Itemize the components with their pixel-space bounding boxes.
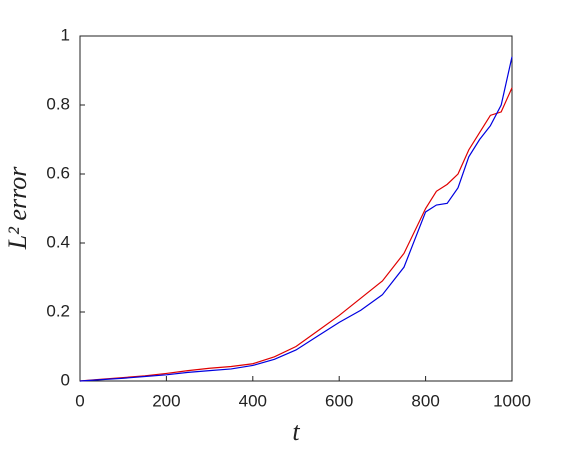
x-tick-label: 400 [239, 391, 267, 410]
x-tick-label: 200 [152, 391, 180, 410]
x-tick-label: 0 [75, 391, 84, 410]
line-series [79, 87, 513, 382]
plot-frame [79, 35, 513, 382]
x-tick-label: 800 [411, 391, 439, 410]
x-tick-label: 600 [325, 391, 353, 410]
y-tick-label: 0.8 [46, 94, 70, 113]
y-tick-label: 0 [61, 370, 70, 389]
y-tick-label: 0.2 [46, 301, 70, 320]
y-tick-label: 1 [61, 25, 70, 44]
line-series [79, 56, 513, 382]
y-tick-label: 0.4 [46, 232, 70, 251]
y-tick-label: 0.6 [46, 163, 70, 182]
y-axis-label: L² error [3, 166, 32, 251]
x-tick-label: 1000 [493, 391, 531, 410]
x-axis-label: t [292, 417, 300, 446]
